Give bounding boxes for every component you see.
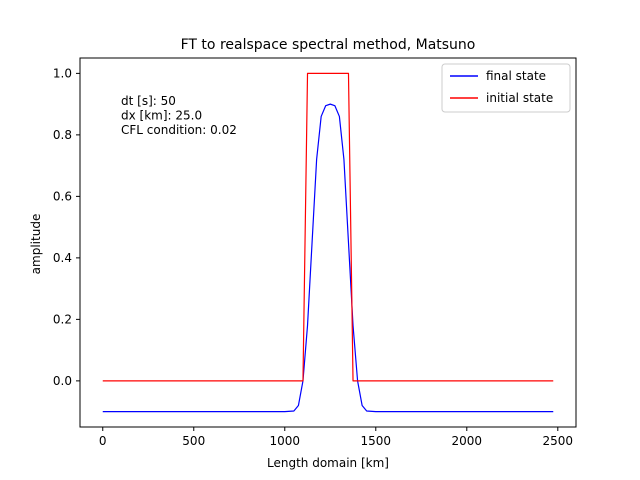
y-tick-label: 1.0 (53, 66, 72, 80)
legend-label-0: final state (486, 69, 546, 83)
y-tick-label: 0.4 (53, 251, 72, 265)
x-tick-label: 2500 (543, 434, 574, 448)
y-tick-label: 0.8 (53, 128, 72, 142)
series-line-1 (102, 72, 554, 382)
x-axis-label: Length domain [km] (267, 456, 389, 470)
series-line-0 (102, 103, 554, 413)
x-axis: 0 500 1000 1500 2000 2500 (99, 427, 573, 448)
x-tick-label: 1500 (361, 434, 392, 448)
y-axis: 0.0 0.2 0.4 0.6 0.8 1.0 (53, 66, 80, 388)
y-tick-label: 0.2 (53, 312, 72, 326)
axes-frame (79, 57, 577, 428)
y-tick-label: 0.0 (53, 374, 72, 388)
x-tick-label: 0 (99, 434, 107, 448)
annotation-line: dt [s]: 50 (121, 94, 176, 108)
y-tick-label: 0.6 (53, 189, 72, 203)
annotation-line: dx [km]: 25.0 (121, 109, 202, 123)
y-axis-label: amplitude (29, 214, 43, 275)
x-tick-label: 2000 (452, 434, 483, 448)
legend-label-1: initial state (486, 91, 553, 105)
chart-title: FT to realspace spectral method, Matsuno (181, 37, 476, 53)
x-tick-label: 1000 (269, 434, 300, 448)
x-tick-label: 500 (182, 434, 205, 448)
plot-area (79, 57, 577, 428)
legend: final state initial state (441, 63, 571, 113)
annotation-line: CFL condition: 0.02 (121, 123, 237, 137)
